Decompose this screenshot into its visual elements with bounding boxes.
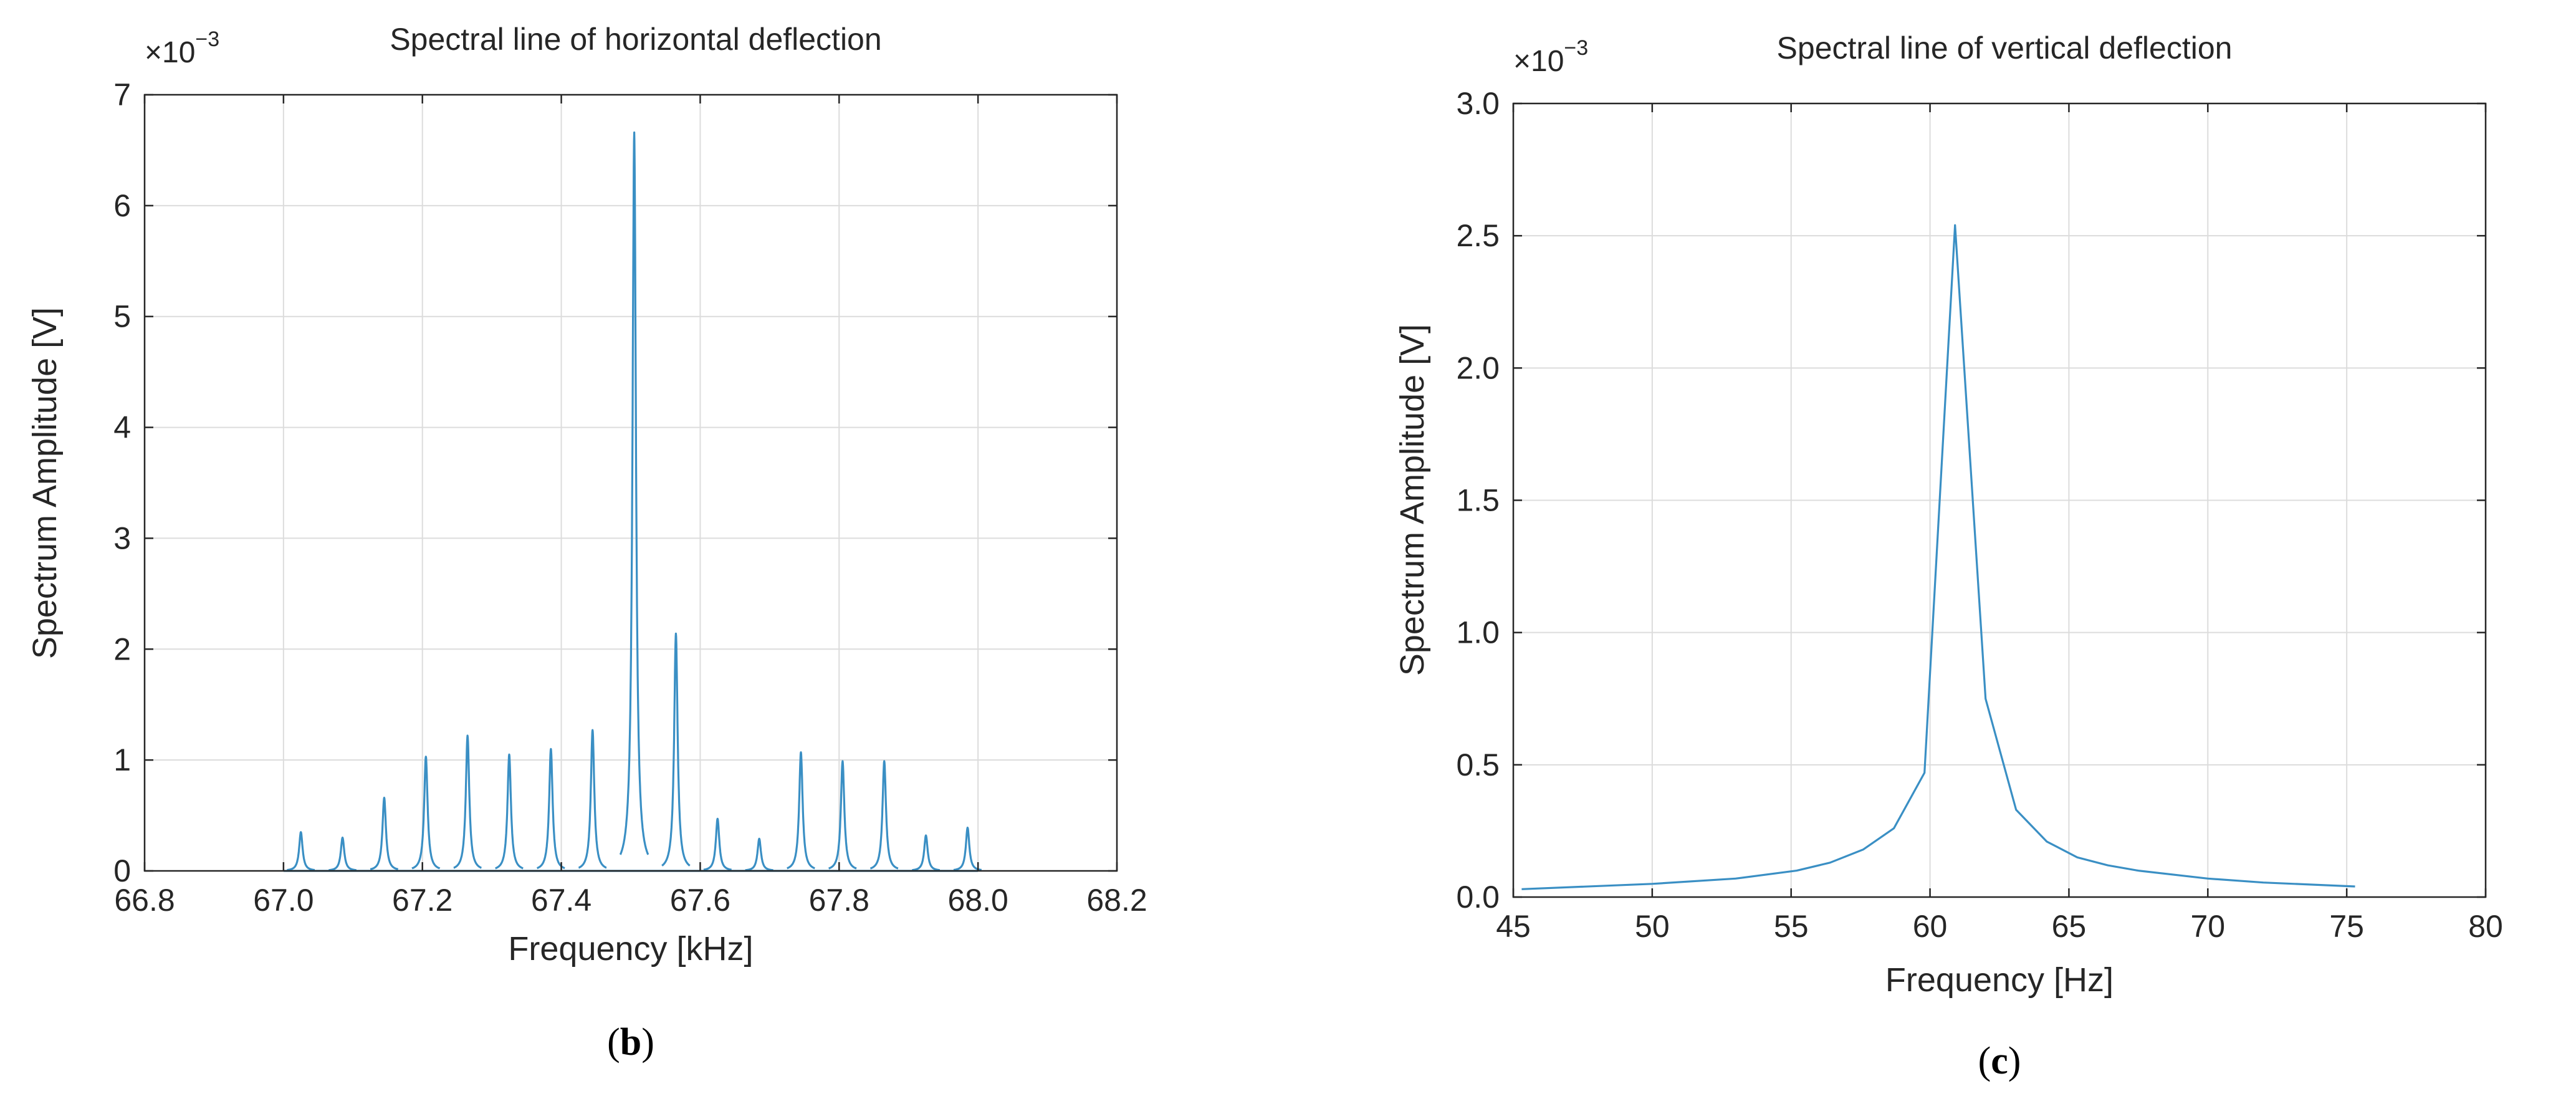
spectral-peak	[328, 838, 357, 870]
y-tick-label: 3	[113, 521, 131, 555]
panel-label: (c)	[1978, 1040, 2021, 1082]
chart-vertical-deflection: 45 50 55 60 65 70 75 80 0.0 0.5 1.0 1.5 2.0 2.5 3.0 ×1…	[1288, 0, 2576, 1116]
x-tick-label: 70	[2190, 909, 2225, 944]
y-tick-label: 0	[113, 853, 131, 888]
y-tick-label: 0.0	[1456, 880, 1500, 915]
y-axis-label: Spectrum Amplitude [V]	[1394, 324, 1431, 676]
plot-frame	[145, 95, 1117, 871]
x-axis-label: Frequency [kHz]	[508, 930, 753, 968]
spectral-peak	[662, 633, 690, 865]
chart-title: Spectral line of vertical deflection	[1777, 31, 2233, 65]
spectral-peak	[704, 819, 732, 870]
chart-title: Spectral line of horizontal deflection	[390, 22, 881, 57]
y-tick-label: 4	[113, 410, 131, 445]
x-tick-label: 80	[2468, 909, 2503, 944]
y-tick-label: 3.0	[1456, 86, 1500, 121]
y-tick-label: 6	[113, 188, 131, 223]
x-tick-label: 60	[1913, 909, 1948, 944]
x-tick-label: 67.4	[531, 883, 591, 918]
y-tick-label: 5	[113, 299, 131, 334]
spectral-peak	[287, 832, 315, 870]
x-tick-label: 68.2	[1086, 883, 1147, 918]
x-tick-label: 67.0	[253, 883, 314, 918]
spectral-peak	[578, 730, 606, 868]
x-tick-label: 45	[1496, 909, 1531, 944]
y-axis-label: Spectrum Amplitude [V]	[26, 307, 64, 659]
y-tick-label: 0.5	[1456, 747, 1500, 782]
spectral-peak	[829, 761, 857, 868]
y-tick-label: 2.0	[1456, 350, 1500, 385]
spectral-peak	[412, 757, 440, 868]
y-scale-factor: ×10−3	[1513, 36, 1588, 78]
spectral-peak	[454, 736, 482, 868]
x-tick-label: 55	[1774, 909, 1809, 944]
series-line	[1521, 225, 2355, 889]
spectral-peak	[870, 761, 898, 868]
x-tick-label: 75	[2329, 909, 2364, 944]
y-tick-label: 2.5	[1456, 218, 1500, 253]
y-tick-label: 1.5	[1456, 483, 1500, 518]
chart-c-svg: 45 50 55 60 65 70 75 80 0.0 0.5 1.0 1.5 2.0 2.5 3.0 ×1…	[1288, 0, 2576, 1116]
y-tick-label: 1	[113, 742, 131, 777]
x-axis-label: Frequency [Hz]	[1885, 961, 2114, 999]
y-tick-label: 2	[113, 632, 131, 666]
spectral-peak	[787, 752, 815, 868]
y-scale-factor: ×10−3	[145, 27, 219, 69]
spectral-peak	[370, 798, 398, 870]
spectral-peak	[620, 133, 648, 855]
y-tick-label: 7	[113, 77, 131, 112]
spectral-peak	[745, 838, 773, 870]
panel-label: (b)	[607, 1021, 654, 1064]
x-tick-label: 67.8	[809, 883, 869, 918]
x-tick-label: 67.6	[670, 883, 730, 918]
y-tick-label: 1.0	[1456, 615, 1500, 650]
x-tick-label: 68.0	[947, 883, 1008, 918]
spectral-peak	[496, 754, 524, 868]
spectral-peak	[537, 749, 565, 868]
x-tick-label: 67.2	[392, 883, 452, 918]
spectral-peak	[912, 835, 940, 870]
x-tick-label: 65	[2052, 909, 2087, 944]
x-tick-label: 50	[1635, 909, 1670, 944]
